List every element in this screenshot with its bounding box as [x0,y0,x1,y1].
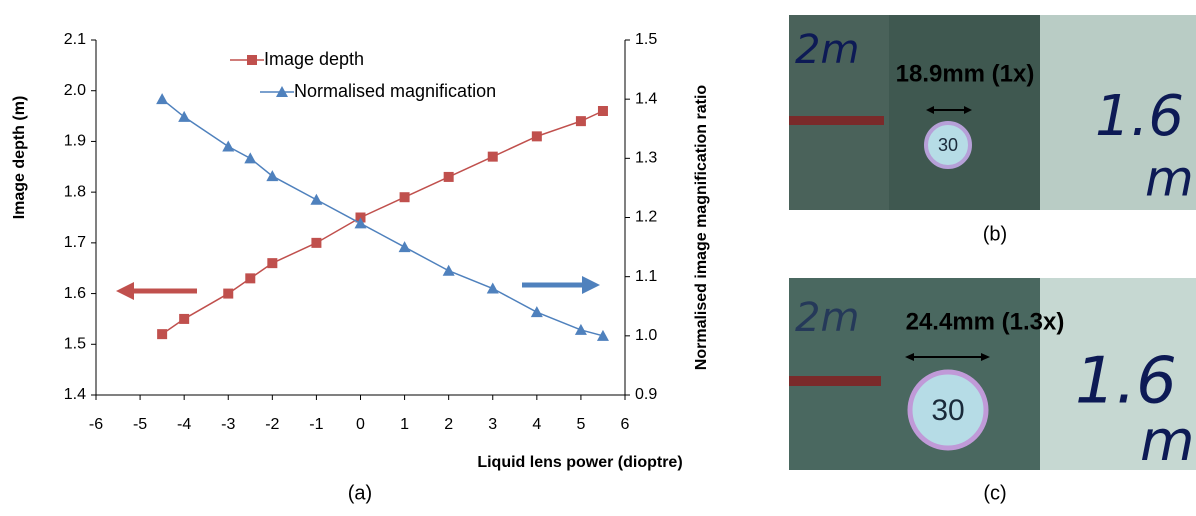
note: 1.6 [1075,345,1177,419]
y2-tick-label: 1.1 [635,268,657,285]
marker [487,151,498,162]
marker [179,313,190,324]
x-tick-label: 5 [576,416,585,433]
marker [244,152,257,164]
marker [178,110,191,122]
marker [311,237,322,248]
y2-tick-label: 1.5 [635,31,657,48]
marker [399,192,410,203]
x-tick-label: 2 [444,416,453,433]
y2-tick-label: 1.0 [635,327,657,344]
y-tick-label: 1.7 [64,234,86,251]
note: m [1145,150,1194,208]
marker [574,323,587,335]
y2-tick-label: 1.2 [635,209,657,226]
legend-label: Normalised magnification [294,81,496,101]
x-tick-label: -3 [221,416,235,433]
marker [531,131,542,142]
y-tick-label: 1.9 [64,133,86,150]
y2-tick-label: 1.3 [635,150,657,167]
marker [597,106,608,116]
x-tick-label: 6 [621,416,630,433]
x-axis-title: Liquid lens power (dioptre) [477,454,682,471]
y-tick-label: 1.5 [64,336,86,353]
y-axis-title: Image depth (m) [11,96,28,220]
x-tick-label: -4 [177,416,191,433]
x-tick-label: 0 [356,416,365,433]
y-tick-label: 1.8 [64,183,86,200]
caption: (c) [983,482,1006,504]
marker [245,273,256,284]
legend-marker [276,86,288,97]
marker [156,93,169,105]
sign: 30 [938,135,958,155]
photo: 2m 24.4mm (1.3x) 30 1.6 m [789,278,1196,474]
x-tick-label: 3 [488,416,497,433]
marker [530,306,543,318]
x-tick-label: -2 [265,416,279,433]
marker [443,171,454,182]
note: m [1140,409,1195,474]
note: 2m [795,295,859,341]
marker [486,282,499,294]
caption: (b) [983,223,1007,245]
measurement: 18.9mm (1x) [896,60,1035,87]
y2-tick-label: 1.4 [635,90,657,107]
marker [310,193,323,205]
marker [223,288,234,299]
x-tick-label: -6 [89,416,103,433]
marker [266,170,279,182]
marker [398,241,411,253]
y-tick-label: 1.6 [64,285,86,302]
note: 2m [795,27,859,73]
marker [267,258,278,269]
y2-axis-title: Normalised image magnification ratio [693,85,710,371]
x-tick-label: 4 [532,416,541,433]
x-tick-label: -5 [133,416,147,433]
caption: (a) [348,482,372,504]
legend-label: Image depth [264,49,364,69]
x-tick-label: 1 [400,416,409,433]
measurement: 24.4mm (1.3x) [906,308,1065,335]
y-tick-label: 2.1 [64,31,86,48]
y2-tick-label: 0.9 [635,386,657,403]
sign: 30 [931,394,964,427]
arrow [522,276,600,294]
y-tick-label: 1.4 [64,386,86,403]
note: 1.6 [1095,84,1184,149]
marker [222,140,235,152]
x-tick-label: -1 [309,416,323,433]
marker [354,217,367,229]
y-tick-label: 2.0 [64,82,86,99]
marker [442,264,455,276]
marker [157,329,168,340]
marker [575,116,586,127]
legend-marker [247,55,257,65]
photo: 2m 18.9mm (1x) 30 1.6 m [789,15,1196,210]
arrow [116,282,197,300]
marker [596,329,609,341]
